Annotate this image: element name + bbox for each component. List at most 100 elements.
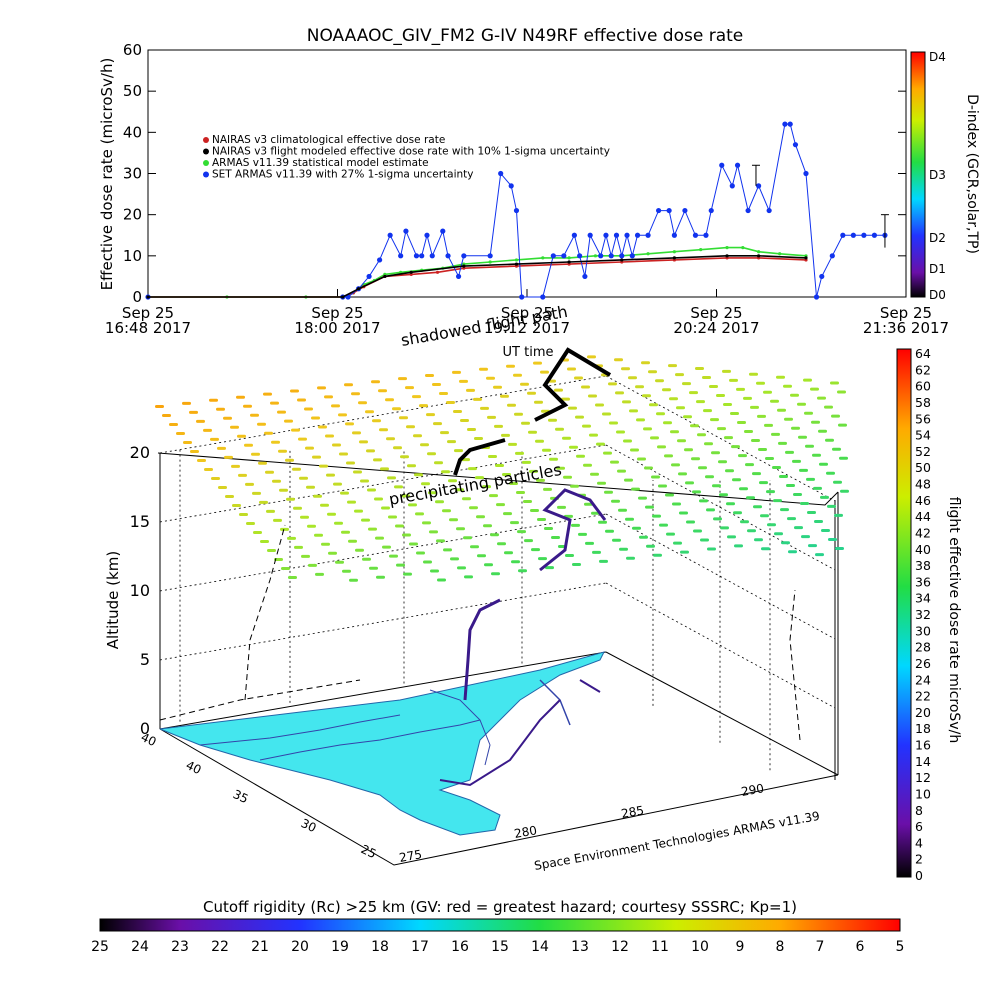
cutoff-rigidity-tick-label: 10	[691, 939, 709, 955]
dose-rate-tick-label: 0	[915, 868, 923, 883]
dose-rate-point	[582, 424, 591, 428]
top-y-tick-label: 20	[123, 206, 142, 224]
dose-rate-point	[334, 521, 343, 525]
dose-rate-point	[388, 515, 397, 519]
dose-rate-point	[693, 529, 702, 533]
dose-rate-point	[663, 421, 672, 425]
dose-rate-point	[500, 394, 509, 398]
dose-rate-point	[305, 446, 314, 450]
series-point	[756, 183, 762, 189]
d-index-tick-label: D3	[929, 168, 946, 182]
dose-rate-tick-label: 38	[915, 558, 931, 573]
dose-rate-point	[155, 405, 164, 408]
dose-rate-point	[367, 488, 376, 492]
series-point	[734, 162, 741, 168]
dose-rate-point	[522, 460, 531, 464]
dose-rate-point	[767, 523, 776, 527]
legend-entry: ARMAS v11.39 statistical model estimate	[212, 157, 429, 169]
top-legend: NAIRAS v3 climatological effective dose …	[203, 134, 610, 181]
series-point	[682, 207, 688, 214]
dose-rate-point	[756, 381, 765, 385]
dose-rate-point	[479, 367, 488, 371]
dose-rate-ticks: 0246810121416182022242628303234363840424…	[915, 346, 931, 883]
dose-rate-point	[467, 428, 476, 431]
dose-rate-point	[324, 395, 333, 399]
altitude-tick-label: 10	[130, 581, 150, 600]
dose-rate-tick-label: 64	[915, 346, 931, 361]
dose-rate-point	[533, 361, 542, 365]
dose-rate-point	[761, 547, 770, 551]
dose-rate-point	[596, 442, 605, 446]
dose-rate-point	[448, 479, 457, 483]
dose-rate-point	[224, 455, 233, 459]
top-y-tick-label: 50	[123, 82, 142, 100]
dose-rate-point	[312, 455, 321, 459]
dose-rate-point	[344, 383, 353, 387]
dose-rate-point	[806, 477, 815, 481]
dose-rate-point	[670, 430, 679, 434]
dose-rate-point	[592, 550, 601, 554]
dose-rate-point	[389, 554, 398, 558]
dose-rate-point	[672, 502, 681, 506]
cutoff-rigidity-tick-label: 7	[816, 939, 825, 955]
dose-rate-point	[371, 380, 380, 384]
dose-rate-point	[810, 387, 819, 391]
dose-rate-point	[792, 459, 801, 463]
series-point	[620, 258, 624, 262]
dose-rate-point	[689, 391, 698, 395]
series-point	[745, 207, 751, 214]
dose-rate-point	[489, 494, 498, 498]
dose-rate-point	[442, 509, 451, 513]
dose-rate-tick-label: 54	[915, 428, 931, 443]
dose-rate-point	[619, 547, 628, 551]
dose-rate-point	[216, 407, 225, 411]
z-grid-line	[159, 582, 607, 661]
dose-rate-point	[835, 547, 844, 550]
latitude-tick-label: 35	[231, 787, 251, 806]
dose-rate-point	[623, 439, 632, 443]
dose-rate-point	[729, 378, 738, 382]
d-index-label: D-index (GCR,solar,TP)	[964, 94, 980, 254]
dose-rate-tick-label: 46	[915, 493, 931, 508]
dose-rate-point	[162, 414, 171, 417]
dose-rate-point	[555, 427, 564, 431]
series-point	[455, 273, 462, 280]
dose-rate-point	[225, 495, 234, 498]
dose-rate-point	[740, 520, 749, 524]
dose-rate-point	[529, 469, 538, 473]
cutoff-rigidity-tick-label: 5	[896, 939, 905, 955]
dose-rate-point	[456, 527, 465, 531]
dose-rate-point	[589, 433, 598, 437]
top-series	[145, 121, 889, 300]
dose-rate-point	[392, 407, 401, 411]
dose-rate-point	[400, 455, 409, 459]
series-point	[703, 232, 709, 238]
series-point	[356, 287, 361, 291]
cutoff-rigidity-tick-label: 22	[211, 939, 229, 955]
dose-rate-tick-label: 44	[915, 509, 931, 524]
dose-rate-point	[833, 480, 842, 484]
dose-rate-point	[603, 451, 612, 455]
dose-rate-point	[204, 468, 213, 471]
cutoff-rigidity-tick-label: 14	[531, 939, 549, 955]
dose-rate-point	[376, 575, 385, 579]
series-point	[419, 253, 425, 259]
dose-rate-point	[523, 500, 532, 503]
dose-rate-point	[372, 419, 381, 423]
dose-rate-point	[837, 390, 846, 394]
longitude-tick-label: 290	[740, 781, 765, 799]
legend-marker	[203, 160, 209, 166]
series-point	[613, 232, 620, 238]
dose-rate-point	[664, 454, 673, 458]
dose-rate-point	[365, 410, 374, 414]
dose-rate-point	[618, 508, 627, 512]
dose-rate-point	[520, 382, 529, 386]
dose-rate-point	[374, 497, 383, 501]
dose-rate-tick-label: 34	[915, 591, 931, 606]
series-point	[377, 257, 383, 263]
top-y-tick-label: 0	[132, 288, 142, 306]
dose-rate-point	[610, 460, 619, 464]
dose-rate-point	[277, 410, 286, 414]
dose-rate-point	[700, 538, 709, 542]
